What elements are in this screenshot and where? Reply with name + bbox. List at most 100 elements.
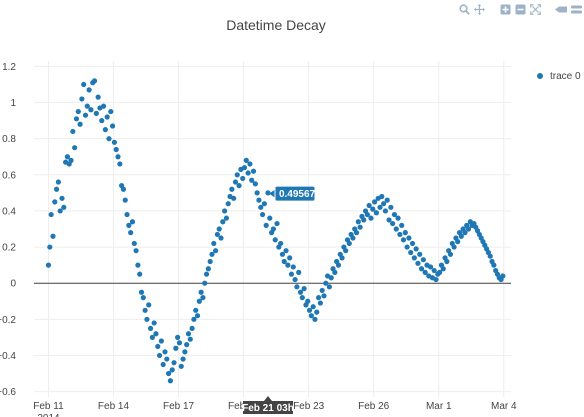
data-point[interactable] — [164, 356, 170, 362]
data-point[interactable] — [61, 204, 67, 210]
data-point[interactable] — [384, 197, 390, 203]
data-point[interactable] — [406, 235, 412, 241]
data-point[interactable] — [79, 96, 85, 102]
data-point[interactable] — [395, 215, 401, 221]
data-point[interactable] — [386, 217, 392, 223]
data-point[interactable] — [272, 237, 278, 243]
data-point[interactable] — [99, 118, 105, 124]
data-point[interactable] — [115, 154, 121, 160]
data-point[interactable] — [173, 345, 179, 351]
data-point[interactable] — [458, 233, 464, 239]
data-point[interactable] — [142, 307, 148, 313]
data-point[interactable] — [408, 249, 414, 256]
data-point[interactable] — [243, 157, 249, 163]
data-point[interactable] — [106, 136, 112, 142]
data-point[interactable] — [122, 197, 128, 203]
data-point[interactable] — [263, 222, 269, 228]
data-point[interactable] — [422, 269, 428, 275]
data-point[interactable] — [100, 103, 107, 109]
data-point[interactable] — [265, 190, 271, 196]
data-point[interactable] — [281, 258, 287, 265]
data-point[interactable] — [202, 280, 208, 286]
data-point[interactable] — [301, 286, 307, 292]
data-point[interactable] — [404, 244, 410, 250]
data-point[interactable] — [50, 233, 56, 239]
data-point[interactable] — [171, 360, 177, 366]
data-point[interactable] — [368, 215, 374, 221]
data-point[interactable] — [409, 240, 416, 247]
data-point[interactable] — [146, 302, 152, 308]
data-point[interactable] — [317, 300, 323, 306]
data-point[interactable] — [393, 226, 399, 232]
data-point[interactable] — [500, 273, 506, 279]
data-point[interactable] — [418, 266, 425, 272]
data-point[interactable] — [73, 116, 80, 122]
data-point[interactable] — [285, 262, 291, 268]
data-point[interactable] — [113, 146, 119, 153]
zoom-out-icon[interactable] — [514, 3, 526, 15]
data-point[interactable] — [305, 298, 311, 304]
data-point[interactable] — [55, 179, 61, 185]
data-point[interactable] — [440, 266, 446, 272]
data-point[interactable] — [47, 244, 53, 250]
data-point[interactable] — [258, 204, 264, 210]
data-point[interactable] — [297, 289, 304, 295]
data-point[interactable] — [370, 206, 376, 212]
data-point[interactable] — [48, 211, 54, 218]
data-point[interactable] — [176, 340, 183, 346]
data-point[interactable] — [254, 190, 260, 196]
data-point[interactable] — [225, 201, 231, 207]
data-point[interactable] — [399, 222, 405, 228]
data-point[interactable] — [278, 240, 284, 247]
data-point[interactable] — [211, 240, 217, 247]
data-point[interactable] — [364, 211, 370, 218]
data-point[interactable] — [133, 248, 139, 254]
data-point[interactable] — [294, 284, 300, 290]
data-point[interactable] — [245, 170, 251, 176]
pan-icon[interactable] — [473, 3, 485, 15]
data-point[interactable] — [200, 295, 206, 301]
data-point[interactable] — [411, 255, 417, 261]
data-point[interactable] — [371, 199, 378, 205]
data-point[interactable] — [290, 264, 296, 270]
data-point[interactable] — [417, 251, 423, 257]
data-point[interactable] — [236, 183, 242, 189]
show-closest-icon[interactable] — [570, 3, 582, 15]
data-point[interactable] — [120, 186, 127, 192]
data-point[interactable] — [110, 123, 116, 129]
data-point[interactable] — [229, 186, 235, 192]
data-point[interactable] — [155, 343, 161, 350]
data-point[interactable] — [167, 378, 174, 384]
data-point[interactable] — [93, 110, 99, 116]
data-point[interactable] — [194, 313, 201, 319]
data-point[interactable] — [319, 287, 325, 294]
data-point[interactable] — [328, 275, 334, 281]
data-point[interactable] — [140, 295, 146, 301]
data-point[interactable] — [182, 349, 188, 355]
data-point[interactable] — [256, 197, 262, 203]
data-point[interactable] — [151, 320, 157, 326]
data-point[interactable] — [335, 262, 342, 268]
data-point[interactable] — [491, 262, 497, 268]
data-point[interactable] — [355, 219, 361, 225]
data-point[interactable] — [299, 295, 305, 301]
data-point[interactable] — [70, 128, 76, 135]
data-point[interactable] — [124, 211, 130, 218]
data-point[interactable] — [160, 361, 166, 368]
data-point[interactable] — [437, 269, 443, 275]
data-point[interactable] — [137, 271, 143, 277]
data-point[interactable] — [326, 284, 333, 290]
data-point[interactable] — [88, 107, 94, 113]
data-point[interactable] — [323, 280, 329, 286]
data-point[interactable] — [314, 309, 320, 315]
data-point[interactable] — [102, 127, 108, 133]
data-point[interactable] — [75, 108, 81, 115]
data-point[interactable] — [189, 325, 195, 331]
data-point[interactable] — [366, 202, 372, 209]
data-point[interactable] — [391, 211, 398, 218]
data-point[interactable] — [415, 260, 421, 266]
data-point[interactable] — [451, 244, 457, 250]
data-point[interactable] — [166, 370, 172, 377]
data-point[interactable] — [249, 177, 255, 183]
data-point[interactable] — [252, 181, 258, 187]
